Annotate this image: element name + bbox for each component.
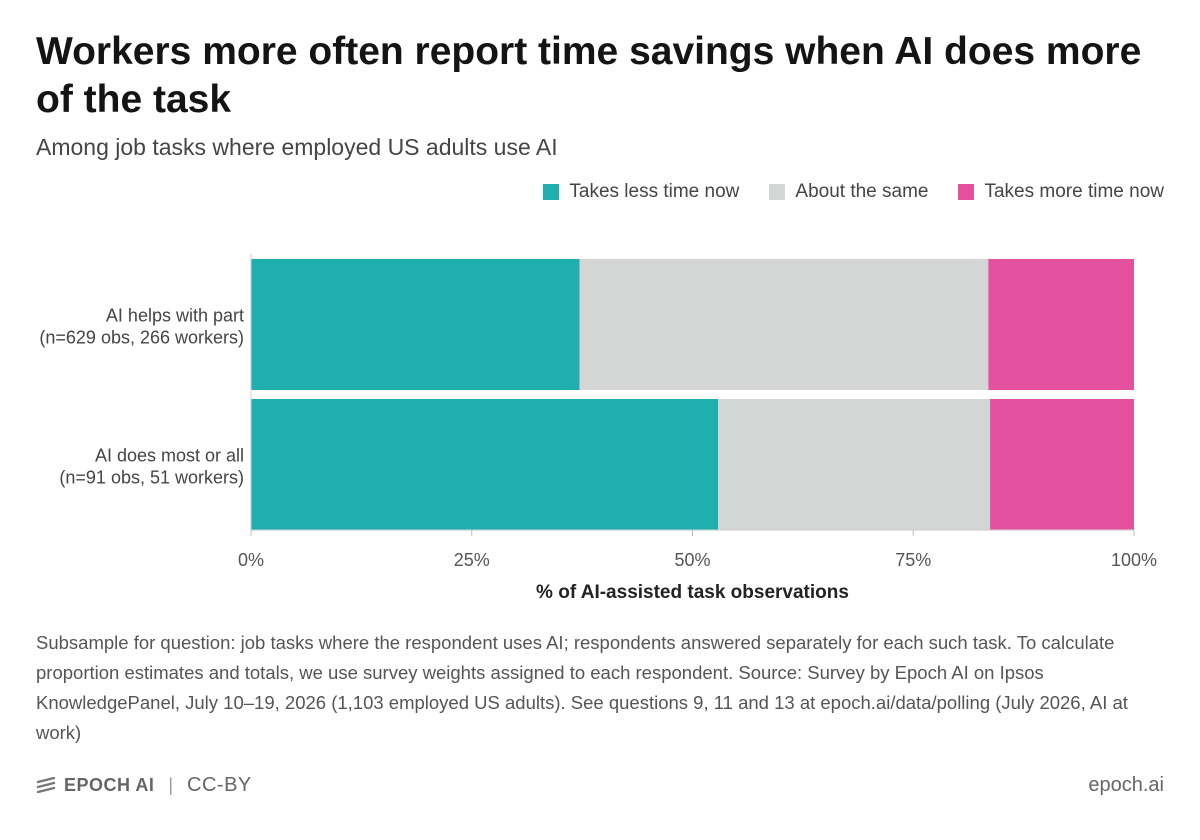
legend-swatch-less xyxy=(543,184,560,200)
category-label-0: AI helps with part (n=629 obs, 266 worker… xyxy=(39,306,244,348)
x-tick-label-4: 100% xyxy=(1111,550,1157,570)
legend-label-same: About the same xyxy=(795,181,929,202)
bar-less-0 xyxy=(251,259,580,390)
category-label-1: AI does most or all (n=91 obs, 51 workers… xyxy=(59,446,244,488)
legend-item-same: About the same xyxy=(769,181,928,203)
stacked-bar-chart: AI helps with part (n=629 obs, 266 worker… xyxy=(39,254,1157,603)
legend-swatch-same xyxy=(769,184,786,200)
legend-label-less: Takes less time now xyxy=(569,181,740,202)
legend-item-more: Takes more time now xyxy=(958,181,1164,203)
footer-divider: | xyxy=(168,775,174,795)
bar-more-0 xyxy=(988,259,1134,390)
legend-swatch-more xyxy=(958,184,975,200)
footer-left: EPOCH AI | CC-BY xyxy=(36,774,252,797)
x-axis-label: % of AI-assisted task observations xyxy=(536,582,849,603)
legend-item-less: Takes less time now xyxy=(543,181,739,203)
logo-text: EPOCH AI xyxy=(64,775,155,795)
legend: Takes less time now About the same Takes… xyxy=(543,181,1164,203)
site-link[interactable]: epoch.ai xyxy=(1088,774,1164,796)
license-label: CC-BY xyxy=(187,774,252,796)
bar-more-1 xyxy=(990,399,1134,530)
chart-notes: Subsample for question: job tasks where … xyxy=(36,632,1128,743)
chart-subtitle: Among job tasks where employed US adults… xyxy=(36,134,558,160)
chart-title: Workers more often report time savings w… xyxy=(36,30,1142,121)
x-tick-label-1: 25% xyxy=(454,550,490,570)
bar-less-1 xyxy=(251,399,719,530)
bar-same-0 xyxy=(579,259,989,390)
legend-label-more: Takes more time now xyxy=(984,181,1164,202)
x-tick-label-2: 50% xyxy=(674,550,710,570)
epoch-logo: EPOCH AI xyxy=(36,775,154,796)
x-tick-label-0: 0% xyxy=(238,550,264,570)
x-tick-label-3: 75% xyxy=(895,550,931,570)
bar-same-1 xyxy=(718,399,991,530)
epoch-logo-icon xyxy=(36,776,56,793)
